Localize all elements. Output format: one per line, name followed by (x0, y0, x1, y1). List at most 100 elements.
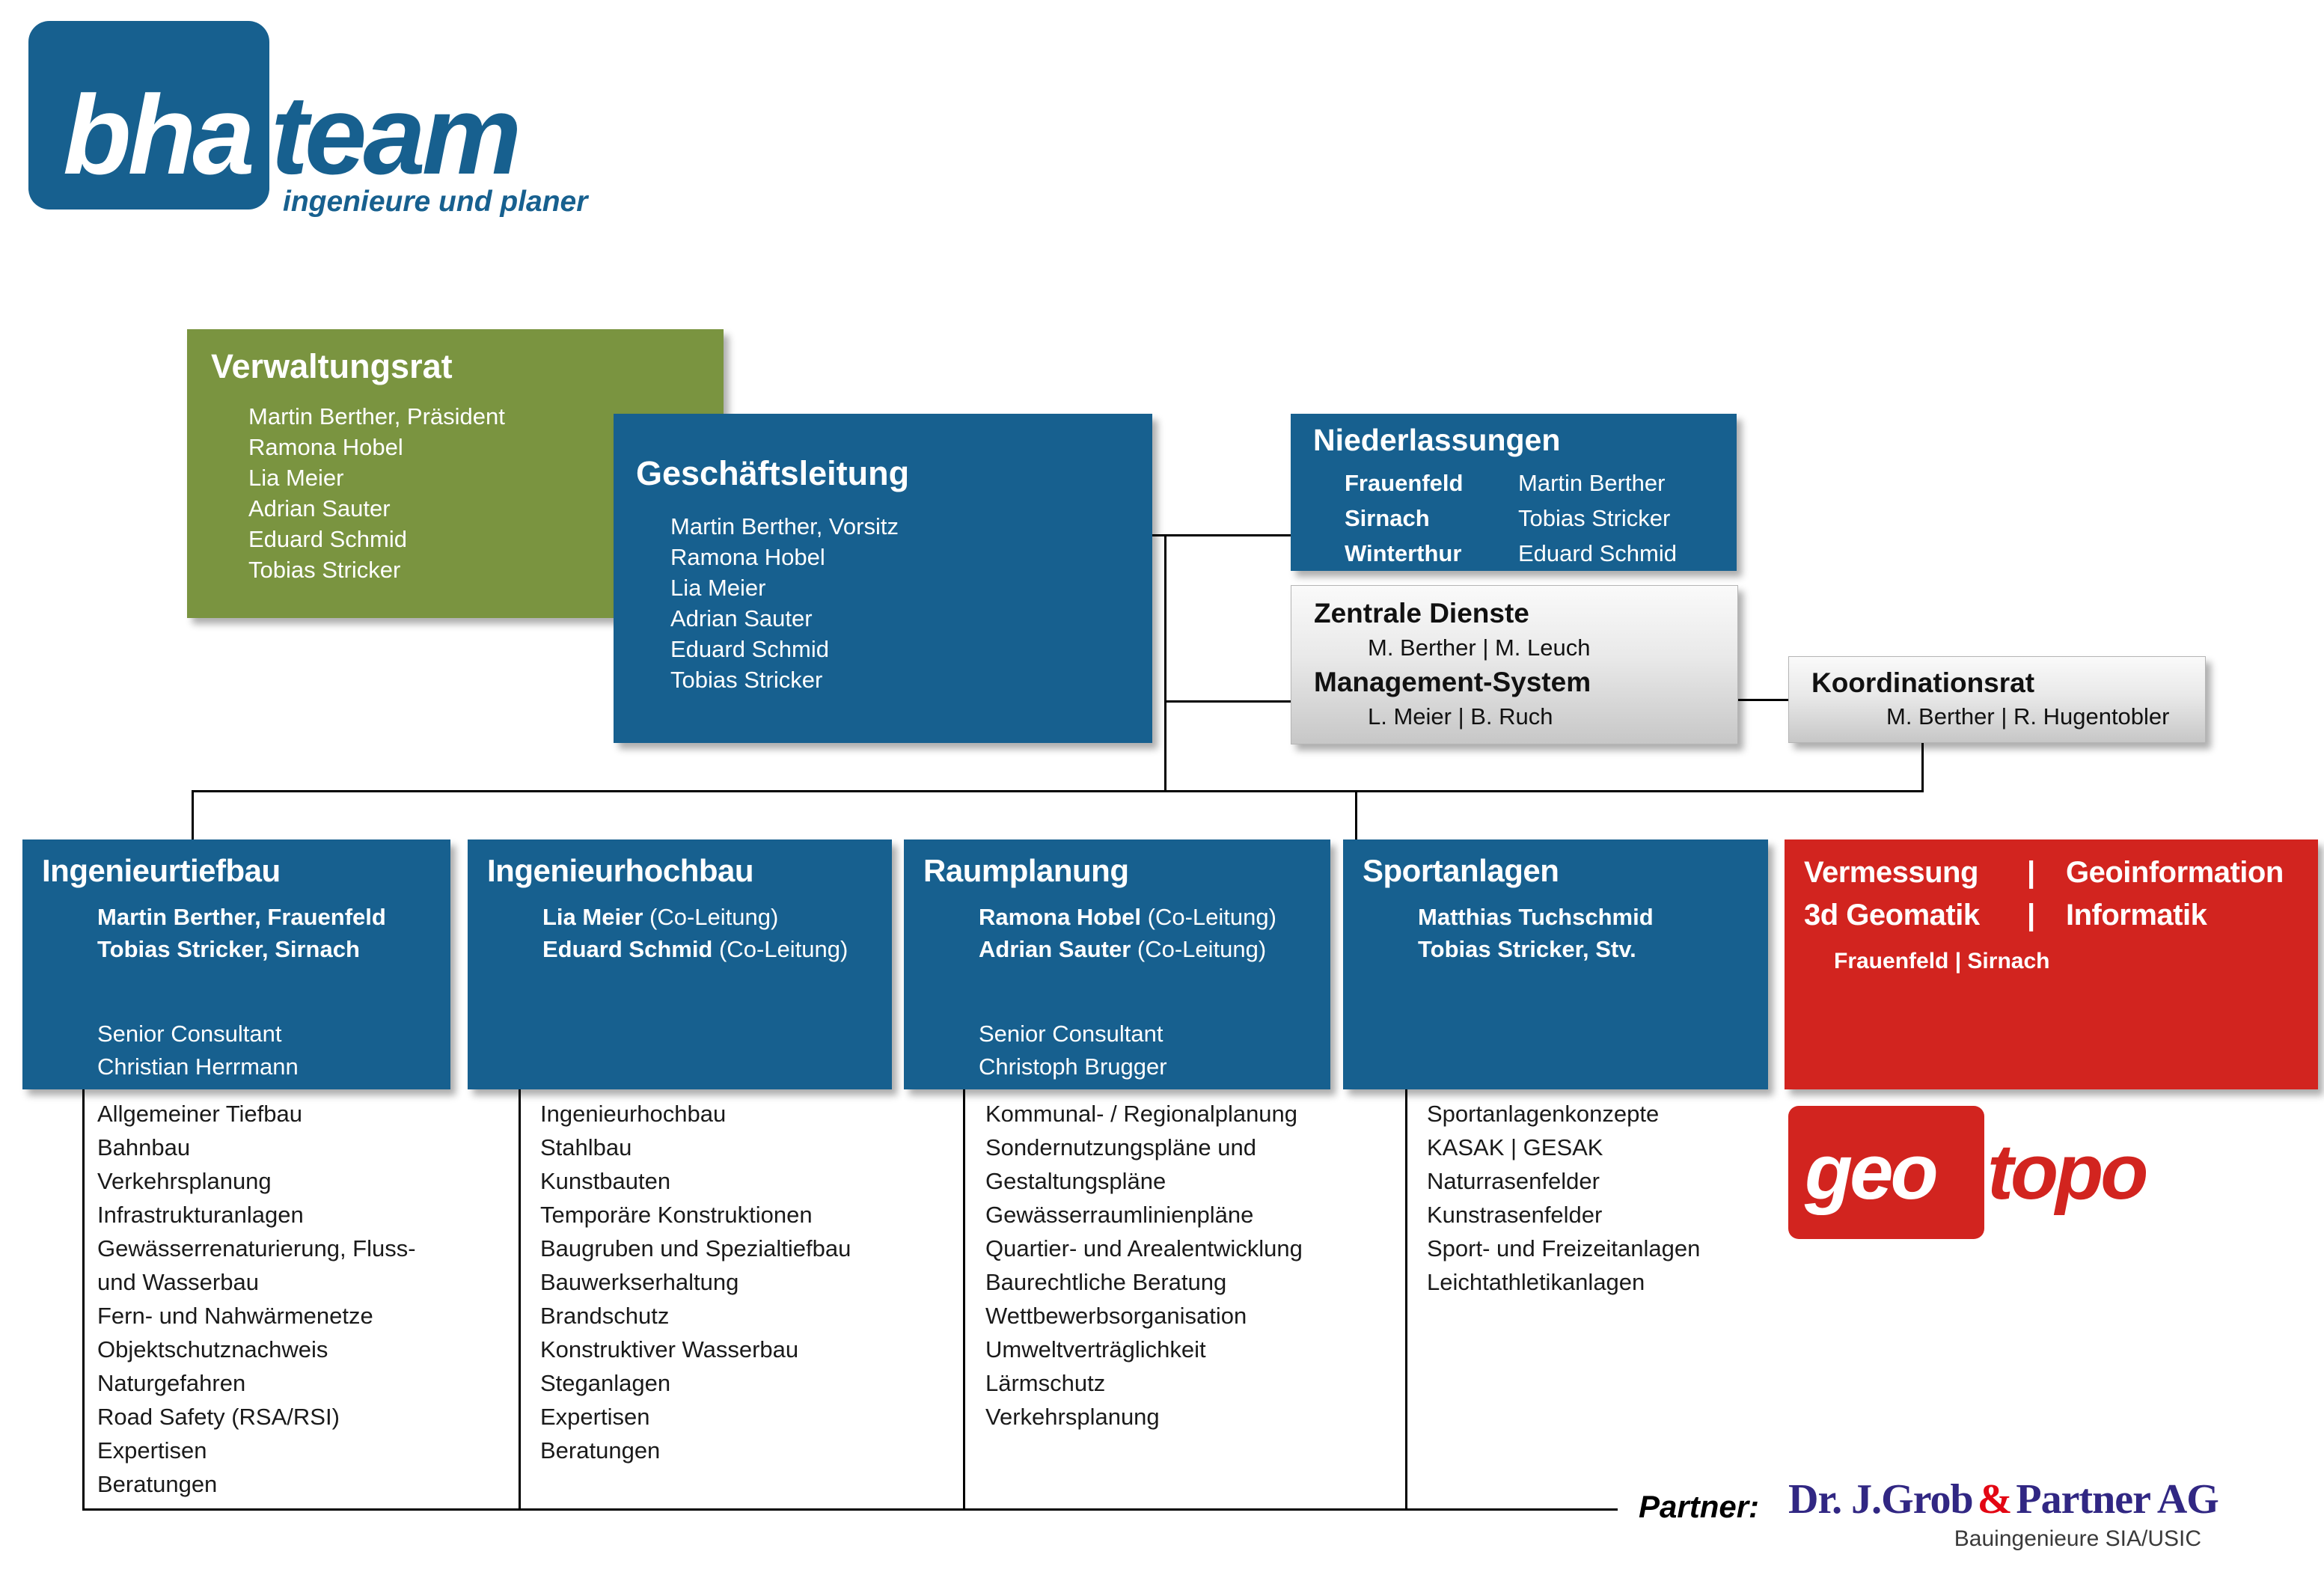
service-line: Bahnbau (97, 1134, 191, 1160)
dept-consultants: Senior Consultant Christian Herrmann (97, 1018, 450, 1083)
member-line: Martin Berther, Vorsitz (670, 513, 899, 539)
niederlassung-location: Frauenfeld (1345, 470, 1464, 497)
service-line: Steganlagen (540, 1370, 671, 1396)
service-line: Verkehrsplanung (985, 1404, 1160, 1430)
leader-line: Martin Berther, Frauenfeld (97, 904, 386, 930)
niederlassung-row: Winterthur Eduard Schmid (1345, 536, 1737, 571)
service-line: Gewässerrenaturierung, Fluss- (97, 1235, 416, 1261)
geschaeftsleitung-members: Martin Berther, Vorsitz Ramona Hobel Lia M… (670, 511, 1152, 695)
service-line: Sportanlagenkonzepte (1427, 1101, 1660, 1127)
vermessung-right: Geoinformation (2066, 856, 2284, 889)
leader-line: Eduard Schmid (Co-Leitung) (542, 936, 848, 962)
zentrale-dienste-box: Zentrale Dienste M. Berther | M. Leuch M… (1291, 585, 1738, 744)
pipe-separator: | (2027, 856, 2035, 889)
niederlassung-row: Sirnach Tobias Stricker (1345, 501, 1737, 536)
dept-title: Ingenieurtiefbau (42, 853, 281, 888)
member-line: Adrian Sauter (248, 495, 391, 522)
service-line: Baugruben und Spezialtiefbau (540, 1235, 851, 1261)
vermessung-title-line: Vermessung | Geoinformation (1804, 851, 2318, 894)
koordinationsrat-members: M. Berther | R. Hugentobler (1886, 703, 2170, 730)
service-line: Stahlbau (540, 1134, 632, 1160)
vermessung-right: Informatik (2066, 899, 2207, 932)
services-sportanlagen: Sportanlagenkonzepte KASAK | GESAK Naturra… (1427, 1097, 1835, 1299)
niederlassungen-title: Niederlassungen (1313, 423, 1561, 457)
geotopo-logo-geo: geo (1805, 1128, 1939, 1216)
service-line: Beratungen (540, 1437, 661, 1464)
koordinationsrat-title: Koordinationsrat (1811, 667, 2035, 698)
dept-leaders: Martin Berther, Frauenfeld Tobias Stricke… (97, 901, 450, 965)
niederlassung-location: Winterthur (1345, 540, 1462, 567)
consultant-line: Christian Herrmann (97, 1053, 299, 1080)
geotopo-logo-square (1788, 1106, 1984, 1239)
niederlassung-person: Eduard Schmid (1518, 540, 1677, 567)
leader-line: Lia Meier (Co-Leitung) (542, 904, 779, 930)
service-line: Brandschutz (540, 1303, 670, 1329)
connector-zentrale-stub (1164, 700, 1291, 703)
services-ingenieurtiefbau: Allgemeiner Tiefbau Bahnbau Verkehrsplanun… (97, 1097, 505, 1501)
consultant-line: Christoph Brugger (979, 1053, 1167, 1080)
service-line: Umweltverträglichkeit (985, 1336, 1206, 1362)
service-line: Temporäre Konstruktionen (540, 1202, 813, 1228)
service-line: Kommunal- / Regionalplanung (985, 1101, 1298, 1127)
bottom-border (82, 1508, 1618, 1511)
koordinationsrat-box: Koordinationsrat M. Berther | R. Hugento… (1788, 656, 2206, 743)
partner-logo-name: Dr. J.Grob & Partner AG (1788, 1475, 2219, 1523)
member-line: Ramona Hobel (670, 543, 825, 570)
dept-vermessung-box: Vermessung | Geoinformation 3d Geomatik … (1785, 839, 2318, 1089)
service-line: Beratungen (97, 1471, 218, 1497)
vermessung-left: Vermessung (1804, 856, 1978, 889)
service-line: Ingenieurhochbau (540, 1101, 727, 1127)
service-line: Bauwerkserhaltung (540, 1269, 739, 1295)
bhateam-logo-team: team (271, 72, 522, 198)
service-line: Road Safety (RSA/RSI) (97, 1404, 340, 1430)
bhateam-logo-tagline: ingenieure und planer (283, 186, 588, 218)
member-line: Tobias Stricker (670, 666, 823, 693)
service-line: Wettbewerbsorganisation (985, 1303, 1247, 1329)
member-line: Ramona Hobel (248, 433, 403, 460)
service-line: Objektschutznachweis (97, 1336, 328, 1362)
dept-consultants: Senior Consultant Christoph Brugger (979, 1018, 1330, 1083)
service-line: Verkehrsplanung (97, 1168, 272, 1194)
dept-title: Ingenieurhochbau (487, 853, 754, 888)
verwaltungsrat-title: Verwaltungsrat (211, 347, 453, 385)
service-line: Expertisen (540, 1404, 650, 1430)
service-line: Baurechtliche Beratung (985, 1269, 1227, 1295)
connector-koordinationsrat-vertical (1921, 741, 1924, 792)
service-line: Quartier- und Arealentwicklung (985, 1235, 1303, 1261)
member-line: Lia Meier (670, 574, 766, 601)
member-line: Martin Berther, Präsident (248, 403, 505, 429)
vermessung-locations: Frauenfeld | Sirnach (1834, 949, 2050, 973)
service-line: Sport- und Freizeitanlagen (1427, 1235, 1701, 1261)
partner-name-suffix: Partner AG (2016, 1476, 2218, 1523)
leader-line: Ramona Hobel (Co-Leitung) (979, 904, 1276, 930)
connector-dept4-stub (1355, 792, 1357, 839)
management-system-members: L. Meier | B. Ruch (1368, 703, 1553, 730)
column-border-1 (82, 1089, 85, 1510)
service-line: und Wasserbau (97, 1269, 259, 1295)
member-line: Tobias Stricker (248, 556, 401, 583)
member-line: Lia Meier (248, 464, 344, 491)
vermessung-title-lines: Vermessung | Geoinformation 3d Geomatik … (1785, 839, 2318, 937)
geschaeftsleitung-box: Geschäftsleitung Martin Berther, Vorsitz… (614, 414, 1152, 743)
bhateam-logo-square (28, 21, 269, 210)
dept-leaders: Lia Meier (Co-Leitung) Eduard Schmid (Co-… (542, 901, 892, 965)
partner-ampersand: & (1977, 1476, 2013, 1523)
services-ingenieurhochbau: Ingenieurhochbau Stahlbau Kunstbauten Tempo… (540, 1097, 948, 1467)
connector-distribution (192, 790, 1924, 792)
niederlassung-row: Frauenfeld Martin Berther (1345, 465, 1737, 501)
leader-line: Adrian Sauter (Co-Leitung) (979, 936, 1267, 962)
bhateam-logo-bha: bha (63, 72, 255, 198)
services-raumplanung: Kommunal- / Regionalplanung Sondernutzung… (985, 1097, 1393, 1434)
connector-koordinationsrat-stub (1737, 699, 1788, 701)
vermessung-title-line: 3d Geomatik | Informatik (1804, 894, 2318, 937)
service-line: Infrastrukturanlagen (97, 1202, 304, 1228)
service-line: Gewässerraumlinienpläne (985, 1202, 1254, 1228)
zentrale-dienste-members: M. Berther | M. Leuch (1368, 634, 1591, 661)
dept-leaders: Ramona Hobel (Co-Leitung) Adrian Sauter (… (979, 901, 1330, 965)
service-line: Leichtathletikanlagen (1427, 1269, 1645, 1295)
dept-title: Raumplanung (923, 853, 1129, 888)
dept-leaders: Matthias Tuchschmid Tobias Stricker, Stv. (1418, 901, 1768, 965)
consultant-line: Senior Consultant (979, 1021, 1163, 1047)
niederlassung-person: Tobias Stricker (1518, 505, 1671, 532)
service-line: Allgemeiner Tiefbau (97, 1101, 302, 1127)
